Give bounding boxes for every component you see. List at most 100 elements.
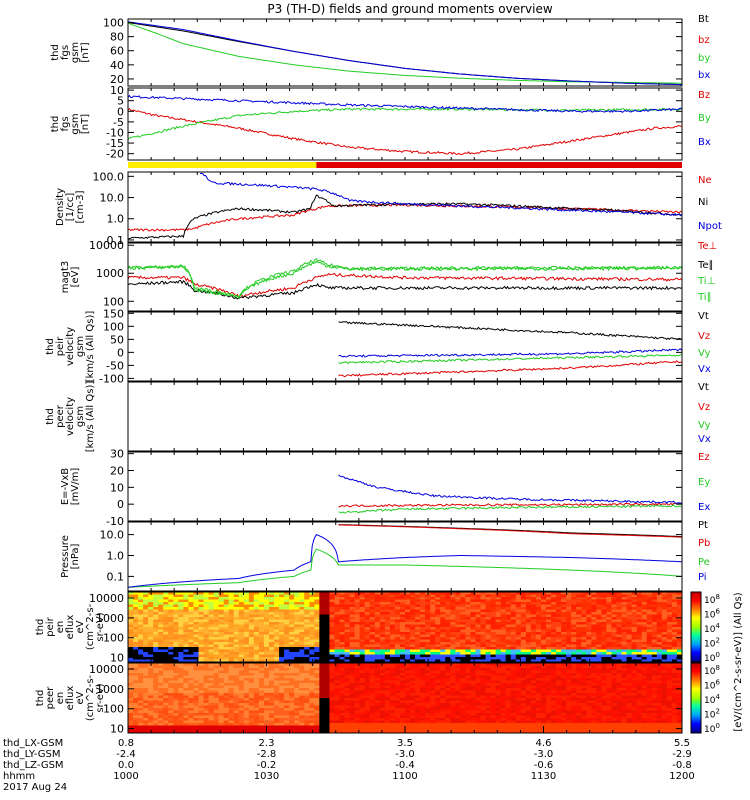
heatmap-cell: [440, 619, 446, 623]
heatmap-cell: [213, 642, 220, 646]
heatmap-cell: [384, 594, 391, 598]
heatmap-cell: [188, 730, 195, 733]
y-axis-label: peir: [45, 616, 56, 636]
heatmap-cell: [515, 659, 522, 662]
heatmap-cell: [304, 629, 310, 633]
heatmap-cell: [128, 693, 134, 697]
heatmap-cell: [223, 698, 230, 702]
heatmap-cell: [133, 647, 139, 651]
heatmap-cell: [470, 649, 477, 653]
heatmap-cell: [374, 609, 381, 613]
heatmap-cell: [324, 624, 331, 628]
heatmap-cell: [530, 644, 537, 648]
heatmap-cell: [304, 720, 310, 724]
heatmap-cell: [289, 668, 295, 672]
heatmap-cell: [279, 690, 285, 694]
series-Te⊥-line: [128, 272, 682, 298]
heatmap-cell: [566, 639, 572, 643]
heatmap-cell: [203, 670, 210, 674]
heatmap-cell: [294, 723, 300, 727]
heatmap-cell: [304, 703, 310, 707]
heatmap-cell: [274, 725, 280, 729]
heatmap-cell: [168, 634, 174, 638]
heatmap-cell: [399, 654, 406, 658]
heatmap-cell: [415, 592, 421, 596]
heatmap-cell: [571, 632, 577, 636]
heatmap-cell: [188, 619, 195, 623]
heatmap-cell: [208, 629, 215, 633]
heatmap-cell: [621, 659, 628, 662]
heatmap-cell: [435, 624, 441, 628]
heatmap-cell: [636, 642, 643, 646]
heatmap-cell: [193, 705, 200, 709]
heatmap-cell: [394, 619, 401, 623]
heatmap-cell: [243, 700, 250, 704]
heatmap-cell: [223, 675, 230, 679]
heatmap-cell: [138, 698, 144, 702]
heatmap-cell: [339, 634, 346, 638]
heatmap-cell: [505, 597, 512, 601]
heatmap-cell: [561, 614, 567, 618]
heatmap-cell: [475, 594, 482, 598]
heatmap-cell: [133, 657, 139, 661]
heatmap-cell: [203, 675, 210, 679]
heatmap-cell: [289, 720, 295, 724]
heatmap-cell: [309, 685, 315, 689]
heatmap-cell: [581, 592, 587, 596]
heatmap-cell: [213, 644, 220, 648]
heatmap-cell: [233, 654, 240, 658]
heatmap-cell: [299, 657, 305, 661]
heatmap-cell: [445, 654, 451, 658]
heatmap-cell: [158, 657, 164, 661]
heatmap-cell: [515, 642, 522, 646]
heatmap-cell: [143, 652, 149, 656]
heatmap-cell: [314, 670, 320, 674]
heatmap-cell: [324, 637, 331, 641]
heatmap-cell: [299, 703, 305, 707]
heatmap-cell: [248, 619, 255, 623]
heatmap-cell: [525, 644, 532, 648]
heatmap-cell: [198, 637, 205, 641]
heatmap-cell: [349, 632, 356, 636]
heatmap-cell: [389, 632, 396, 636]
heatmap-cell: [359, 592, 366, 596]
heatmap-cell: [248, 703, 255, 707]
heatmap-cell: [269, 617, 275, 621]
heatmap-cell: [611, 624, 618, 628]
heatmap-cell: [128, 680, 134, 684]
heatmap-cell: [284, 665, 290, 669]
heatmap-cell: [510, 617, 517, 621]
heatmap-cell: [374, 632, 381, 636]
heatmap-cell: [505, 647, 512, 651]
heatmap-cell: [430, 624, 436, 628]
heatmap-cell: [319, 710, 326, 714]
heatmap-cell: [359, 639, 366, 643]
heatmap-cell: [495, 622, 502, 626]
heatmap-cell: [435, 647, 441, 651]
heatmap-cell: [319, 715, 326, 719]
heatmap-cell: [430, 639, 436, 643]
heatmap-cell: [163, 652, 169, 656]
legend-Vy: Vy: [698, 420, 711, 431]
heatmap-cell: [480, 634, 487, 638]
heatmap-cell: [153, 703, 159, 707]
heatmap-cell: [520, 602, 527, 606]
heatmap-cell: [475, 644, 482, 648]
heatmap-cell: [193, 657, 200, 661]
heatmap-cell: [198, 673, 205, 677]
heatmap-cell: [309, 597, 315, 601]
heatmap-cell: [410, 637, 416, 641]
heatmap-cell: [470, 624, 477, 628]
heatmap-cell: [263, 685, 270, 689]
heatmap-cell: [420, 622, 426, 626]
heatmap-cell: [671, 649, 678, 653]
heatmap-cell: [495, 642, 502, 646]
heatmap-cell: [631, 624, 638, 628]
heatmap-cell: [651, 594, 658, 598]
heatmap-cell: [556, 652, 562, 656]
heatmap-cell: [143, 647, 149, 651]
heatmap-cell: [420, 649, 426, 653]
heatmap-cell: [208, 607, 215, 611]
heatmap-cell: [344, 703, 351, 707]
heatmap-cell: [253, 683, 260, 687]
